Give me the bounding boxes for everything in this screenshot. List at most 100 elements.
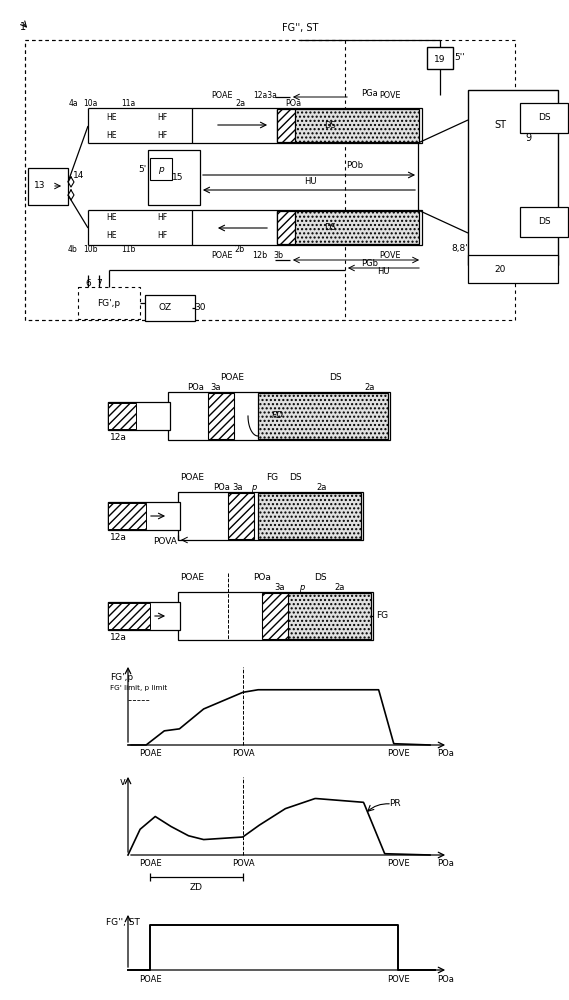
Text: 2a: 2a (235, 99, 245, 107)
Text: PGa: PGa (362, 90, 378, 99)
Bar (427, 47, 453, 69)
Text: ZD: ZD (190, 884, 203, 892)
Text: 2a: 2a (335, 584, 345, 592)
Text: POAE: POAE (180, 474, 204, 483)
Text: 2a: 2a (365, 382, 375, 391)
Text: p: p (251, 484, 257, 492)
Text: 12a3a: 12a3a (253, 91, 277, 100)
Text: 20: 20 (494, 264, 506, 273)
Bar (287, 127, 295, 133)
Text: POVE: POVE (387, 974, 409, 984)
Text: FG'', ST: FG'', ST (106, 918, 140, 926)
Text: POVE: POVE (380, 91, 401, 100)
Bar (208, 393, 234, 439)
Text: 3b: 3b (273, 251, 283, 260)
Bar (277, 211, 419, 244)
Bar (468, 90, 558, 265)
Bar (299, 229, 307, 235)
Text: p: p (219, 412, 225, 420)
Text: p: p (158, 164, 164, 174)
Text: 2a: 2a (317, 484, 327, 492)
Bar (287, 218, 295, 224)
Text: POAE: POAE (211, 251, 233, 260)
Text: FG'', ST: FG'', ST (282, 23, 318, 33)
Text: DS: DS (538, 113, 550, 122)
Bar (150, 158, 172, 180)
Text: 19: 19 (434, 54, 446, 64)
Text: DS: DS (329, 373, 341, 382)
Text: 11b: 11b (121, 245, 135, 254)
Text: POAE: POAE (139, 974, 162, 984)
Text: PR: PR (389, 800, 401, 808)
Text: HU: HU (377, 267, 389, 276)
Bar (178, 592, 373, 640)
Bar (262, 593, 288, 639)
Text: POAE: POAE (220, 373, 244, 382)
Text: 10b: 10b (83, 245, 97, 254)
Text: POa: POa (438, 750, 455, 758)
Text: POa: POa (285, 99, 301, 107)
Text: 5'': 5'' (455, 52, 465, 62)
Bar (277, 109, 419, 142)
Text: HF: HF (157, 232, 167, 240)
Text: POAE: POAE (180, 574, 204, 582)
Bar (108, 503, 146, 529)
Text: HF: HF (157, 214, 167, 223)
Bar (520, 103, 568, 133)
Bar (228, 493, 254, 539)
Text: HE: HE (107, 131, 117, 140)
Bar (468, 255, 558, 283)
Text: HE: HE (107, 214, 117, 223)
Text: 4b: 4b (68, 245, 78, 254)
Text: 15: 15 (172, 174, 184, 182)
Bar (192, 108, 422, 143)
Text: OZ: OZ (158, 304, 172, 312)
Bar (108, 603, 150, 629)
Text: ST: ST (494, 120, 506, 130)
Bar (145, 295, 195, 321)
Bar (25, 40, 515, 320)
Bar (277, 211, 295, 244)
Text: 4a: 4a (68, 100, 78, 108)
Text: FG: FG (266, 474, 278, 483)
Text: DS: DS (324, 224, 336, 232)
Text: v: v (120, 777, 126, 787)
Text: 12a: 12a (110, 434, 127, 442)
Text: DS: DS (314, 574, 326, 582)
Text: 3a: 3a (211, 382, 221, 391)
Text: PGb: PGb (361, 258, 378, 267)
Bar (258, 393, 388, 439)
Text: POa: POa (438, 859, 455, 868)
Text: POVA: POVA (232, 859, 254, 868)
Bar (520, 207, 568, 237)
Text: 30: 30 (194, 304, 206, 312)
Text: FG',p: FG',p (110, 672, 133, 682)
Text: POVE: POVE (387, 859, 409, 868)
Text: FG: FG (376, 611, 388, 620)
Bar (272, 593, 371, 639)
Text: FG',p: FG',p (97, 298, 121, 308)
Text: POVE: POVE (387, 750, 409, 758)
Text: HU: HU (304, 178, 316, 186)
Text: DS: DS (538, 218, 550, 227)
Bar (287, 116, 295, 122)
Bar (148, 150, 200, 205)
Bar (287, 229, 295, 235)
Text: 14: 14 (73, 172, 85, 180)
Text: POVE: POVE (380, 251, 401, 260)
Text: 1: 1 (20, 22, 26, 32)
Bar (299, 127, 307, 133)
Text: POAE: POAE (139, 859, 162, 868)
Text: 3a: 3a (233, 484, 244, 492)
Text: HE: HE (107, 232, 117, 240)
Text: POAE: POAE (139, 750, 162, 758)
Text: DS: DS (288, 474, 302, 483)
Bar (168, 392, 390, 440)
Text: HF: HF (157, 113, 167, 122)
Text: HE: HE (107, 113, 117, 122)
Text: FD: FD (272, 412, 284, 420)
Text: POa: POa (253, 574, 271, 582)
Text: POAE: POAE (211, 91, 233, 100)
Text: p: p (299, 584, 304, 592)
Text: 8,8': 8,8' (452, 243, 468, 252)
